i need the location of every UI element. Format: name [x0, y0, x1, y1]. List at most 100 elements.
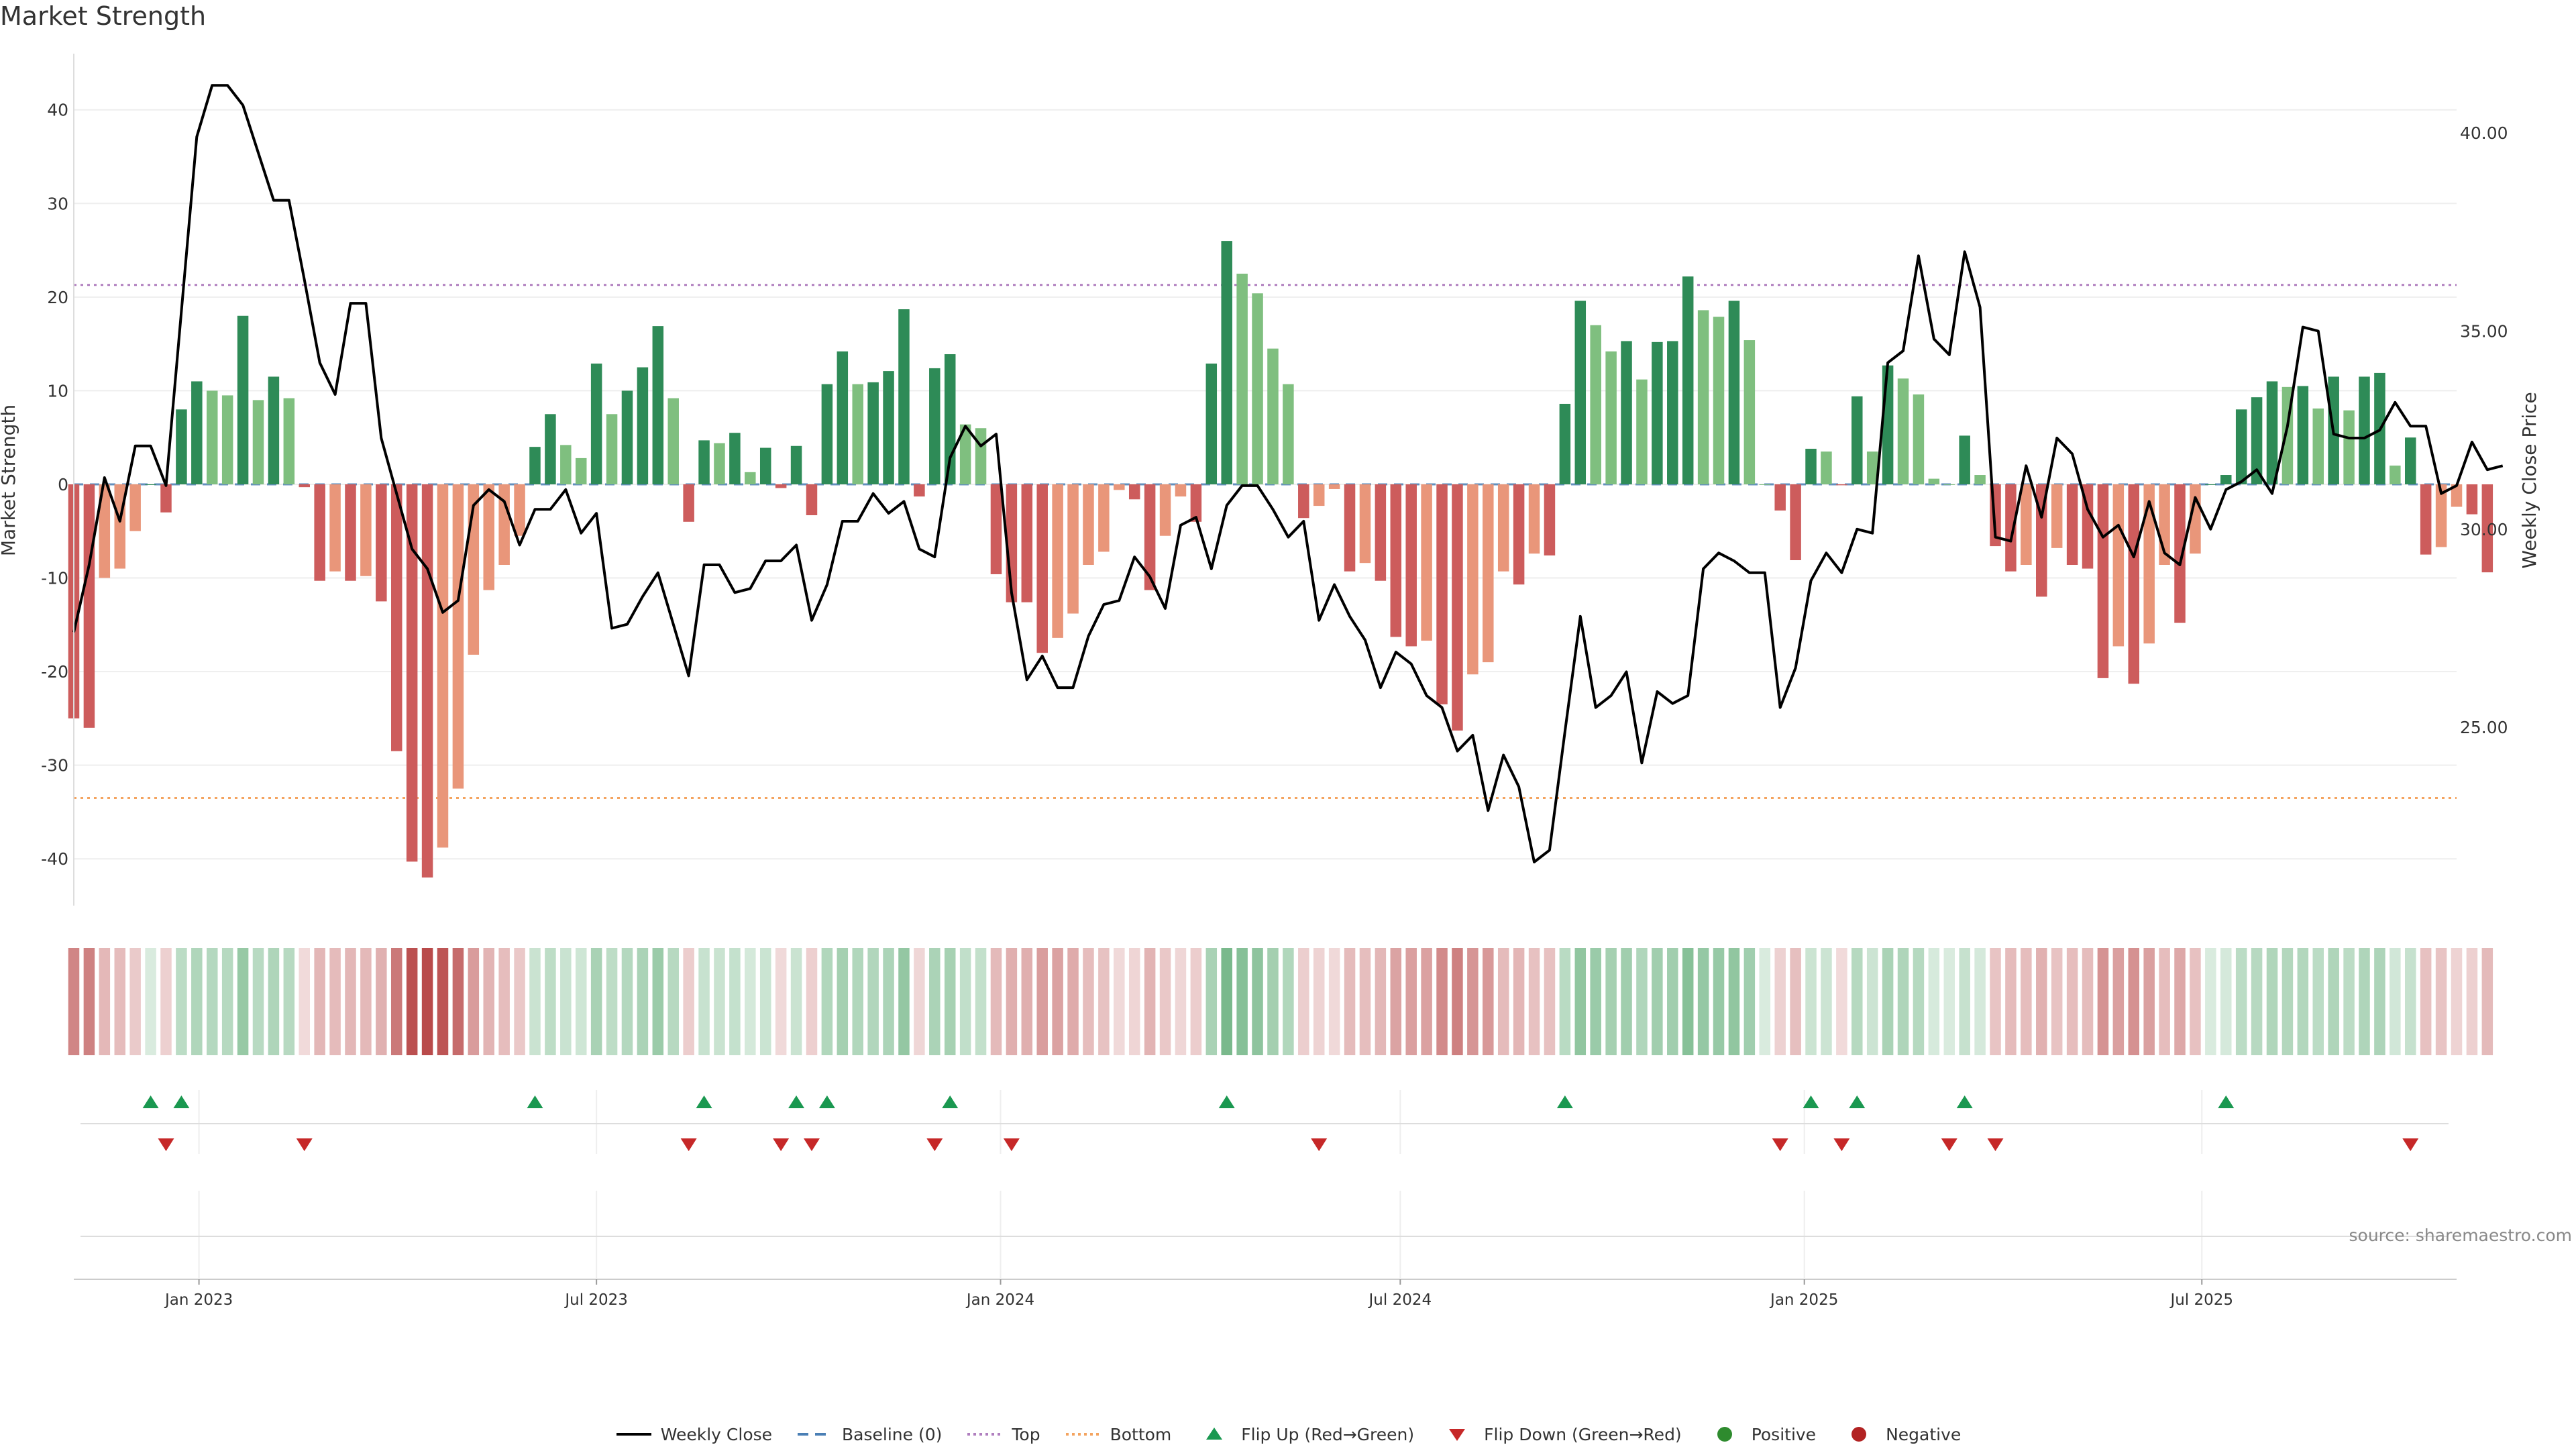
strength-bar [2021, 484, 2032, 565]
legend-swatch [1717, 1427, 1732, 1442]
heat-cell [1990, 948, 2001, 1055]
heat-cell [914, 948, 925, 1055]
heat-cell [1128, 948, 1140, 1055]
legend-triangle-down-icon [1449, 1429, 1466, 1441]
heat-cell [1390, 948, 1402, 1055]
heat-cell [1652, 948, 1663, 1055]
heat-cell [1821, 948, 1832, 1055]
heat-cell [2112, 948, 2125, 1055]
chart-title: Market Strength [0, 1, 207, 31]
heat-cell [1006, 948, 1018, 1055]
heat-cell [360, 948, 372, 1055]
heat-cell [2036, 948, 2047, 1055]
heat-cell [2435, 948, 2447, 1055]
flip-down-marker [680, 1138, 697, 1151]
strength-bar [1790, 484, 1801, 561]
heat-cell [2021, 948, 2032, 1055]
heat-cell [2205, 948, 2216, 1055]
heat-cell [252, 948, 264, 1055]
strength-bar [698, 440, 710, 484]
legend-dot-icon [1851, 1427, 1867, 1442]
strength-bar [376, 484, 387, 602]
flip-up-marker [527, 1095, 543, 1108]
strength-bars [68, 241, 2493, 878]
heat-cell [667, 948, 679, 1055]
strength-bar [283, 398, 295, 484]
heat-cell [206, 948, 218, 1055]
flip-down-marker [803, 1138, 820, 1151]
strength-bar [1605, 351, 1617, 484]
strength-bar [2312, 408, 2324, 484]
strength-bar [637, 367, 649, 484]
strength-bar [483, 484, 494, 590]
heat-cell [1528, 948, 1540, 1055]
strength-bar [1836, 484, 1847, 486]
heat-cell [821, 948, 833, 1055]
strength-bar [1974, 475, 1986, 484]
heat-cell [1667, 948, 1678, 1055]
strength-bar [176, 409, 187, 484]
y-tick-label: 30 [47, 194, 68, 213]
strength-bar [268, 376, 280, 484]
strength-bar [714, 443, 725, 484]
strength-bar [852, 384, 863, 484]
strength-bar [1328, 484, 1340, 489]
strength-bar [1851, 396, 1863, 484]
heat-cell [1114, 948, 1125, 1055]
heat-cell [1467, 948, 1479, 1055]
heat-cell [1928, 948, 1940, 1055]
heat-cell [883, 948, 894, 1055]
legend-dot-icon [1717, 1427, 1732, 1442]
strength-bar [421, 484, 433, 878]
strength-bar [2112, 484, 2125, 647]
flip-down-marker [926, 1138, 943, 1151]
legend-label: Weekly Close [660, 1424, 773, 1444]
legend-swatch [1449, 1429, 1466, 1441]
heat-cell [959, 948, 971, 1055]
strength-bar [1205, 363, 1218, 484]
heat-cell [1021, 948, 1033, 1055]
strength-bar [1774, 484, 1786, 511]
heat-cell [1621, 948, 1632, 1055]
heat-cell [390, 948, 402, 1055]
strength-bar [1083, 484, 1094, 565]
strength-bar [1805, 448, 1817, 484]
strength-bar [1114, 484, 1125, 490]
strength-bar [1467, 484, 1479, 675]
strength-bar [1390, 484, 1402, 637]
heat-cell [1759, 948, 1771, 1055]
heat-cell [68, 948, 80, 1055]
strength-bar [2359, 376, 2370, 484]
legend-item: Flip Up (Red→Green) [1195, 1425, 1414, 1444]
strength-bar [1559, 403, 1571, 484]
heat-cell [944, 948, 956, 1055]
strength-bar [406, 484, 418, 862]
strength-bar [1513, 484, 1525, 585]
heat-cell [1959, 948, 1970, 1055]
x-tick-label: Jan 2023 [164, 1291, 233, 1309]
strength-heat-strip [68, 948, 2493, 1055]
x-tick-label: Jan 2025 [1769, 1291, 1838, 1309]
strength-bar [1252, 293, 1263, 484]
heat-cell [852, 948, 863, 1055]
flip-down-marker [1833, 1138, 1850, 1151]
strength-bar [975, 428, 987, 484]
heat-cell [2097, 948, 2109, 1055]
heat-cell [468, 948, 480, 1055]
strength-bar [545, 414, 556, 484]
heat-cell [2159, 948, 2170, 1055]
legend-item: Bottom [1065, 1425, 1171, 1444]
strength-bar [2481, 484, 2493, 573]
strength-bar [1882, 365, 1894, 484]
y-tick-label: -40 [41, 849, 68, 869]
heat-cell [1359, 948, 1371, 1055]
strength-bar [1421, 484, 1432, 641]
heat-cell [606, 948, 618, 1055]
strength-bar [1344, 484, 1356, 572]
strength-bar [1759, 484, 1771, 485]
heat-cell [1083, 948, 1094, 1055]
heat-cell [329, 948, 341, 1055]
strength-bar [1452, 484, 1463, 731]
strength-bar [1190, 484, 1202, 522]
strength-bar [1052, 484, 1063, 638]
